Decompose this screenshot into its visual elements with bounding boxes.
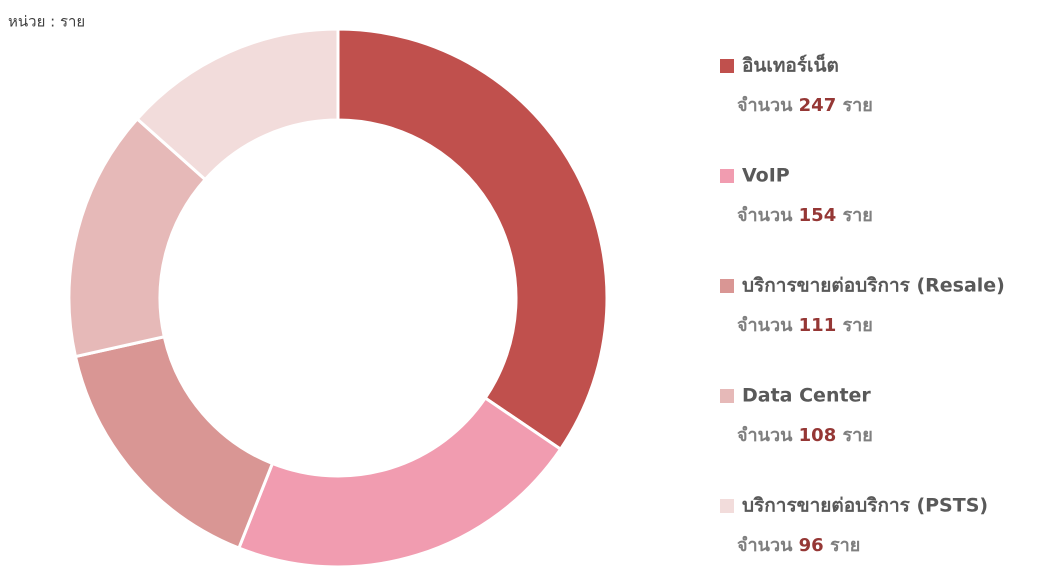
value-prefix: จำนวน — [737, 425, 793, 446]
legend-value: จำนวน 96 ราย — [737, 535, 860, 556]
value-number: 247 — [799, 95, 837, 116]
value-number: 108 — [799, 425, 837, 446]
donut-segment — [236, 395, 563, 569]
donut-segment — [336, 27, 609, 452]
value-number: 154 — [799, 205, 837, 226]
value-prefix: จำนวน — [737, 95, 793, 116]
value-number: 111 — [799, 315, 837, 336]
value-unit: ราย — [830, 535, 860, 556]
legend-value: จำนวน 247 ราย — [737, 95, 873, 116]
legend-swatch — [720, 389, 734, 403]
value-prefix: จำนวน — [737, 205, 793, 226]
legend-swatch — [720, 169, 734, 183]
legend-value: จำนวน 154 ราย — [737, 205, 873, 226]
donut-segment — [73, 334, 275, 551]
legend-swatch — [720, 499, 734, 513]
legend-swatch — [720, 279, 734, 293]
value-unit: ราย — [843, 205, 873, 226]
value-unit: ราย — [843, 425, 873, 446]
legend-label: บริการขายต่อบริการ (Resale) — [742, 275, 1005, 297]
legend-value: จำนวน 108 ราย — [737, 425, 873, 446]
legend-value: จำนวน 111 ราย — [737, 315, 873, 336]
value-unit: ราย — [843, 95, 873, 116]
legend-label: บริการขายต่อบริการ (PSTS) — [742, 495, 988, 517]
legend-label: VoIP — [742, 165, 790, 187]
unit-label: หน่วย : ราย — [8, 13, 85, 31]
legend-label: อินเทอร์เน็ต — [742, 53, 839, 77]
value-unit: ราย — [843, 315, 873, 336]
donut-segment — [135, 27, 340, 182]
value-number: 96 — [799, 535, 824, 556]
value-prefix: จำนวน — [737, 315, 793, 336]
legend-swatch — [720, 59, 734, 73]
legend-label: Data Center — [742, 385, 871, 407]
value-prefix: จำนวน — [737, 535, 793, 556]
